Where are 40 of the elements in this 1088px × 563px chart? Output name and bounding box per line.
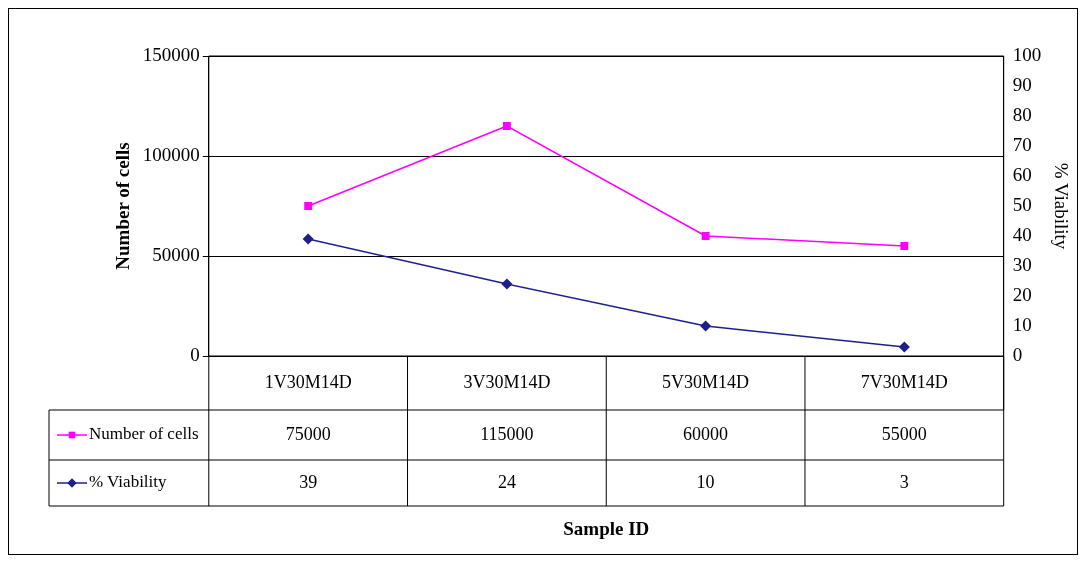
x-tick-label: 3V30M14D <box>463 371 551 392</box>
y2-tick-label: 20 <box>1012 283 1032 305</box>
x-tick-label: 7V30M14D <box>860 371 948 392</box>
y-tick-label: 50000 <box>152 243 200 265</box>
legend-label: Number of cells <box>89 424 199 444</box>
y2-tick-label: 80 <box>1012 103 1032 125</box>
data-label: 115000 <box>480 423 534 444</box>
x-tick-label: 1V30M14D <box>264 371 352 392</box>
y2-tick-label: 10 <box>1012 313 1032 335</box>
point <box>899 341 910 353</box>
text: Sample ID <box>563 517 650 539</box>
y2-tick-label: 50 <box>1012 193 1032 215</box>
data-label: 75000 <box>285 423 331 444</box>
y2-tick-label: 30 <box>1012 253 1032 275</box>
point <box>701 232 710 240</box>
y-tick-label: 100000 <box>142 143 200 165</box>
data-label: 60000 <box>683 423 729 444</box>
data-label: 39 <box>299 471 318 492</box>
y2-tick-label: 60 <box>1012 163 1032 185</box>
legend-label: % Viability <box>89 472 168 492</box>
y-axis-title: Number of cells <box>112 142 134 270</box>
x-tick-label: 5V30M14D <box>662 371 750 392</box>
point <box>302 233 314 245</box>
point <box>900 242 909 250</box>
y2-tick-label: 70 <box>1012 133 1032 155</box>
data-label: 55000 <box>881 423 927 444</box>
point <box>501 278 513 290</box>
y2-tick-label: 100 <box>1012 43 1042 65</box>
y2-tick-label: 90 <box>1012 73 1032 95</box>
data-label: 24 <box>497 471 516 492</box>
y2-tick-label: 40 <box>1012 223 1032 245</box>
y2-tick-label: 0 <box>1012 343 1023 365</box>
y2-axis-title: % Viability <box>1050 162 1072 250</box>
data-label: 3 <box>899 471 909 492</box>
data-label: 10 <box>696 471 715 492</box>
point <box>502 122 511 130</box>
point <box>304 202 313 210</box>
y-tick-label: 150000 <box>142 43 200 65</box>
point <box>700 320 711 332</box>
y-tick-label: 0 <box>190 343 200 365</box>
